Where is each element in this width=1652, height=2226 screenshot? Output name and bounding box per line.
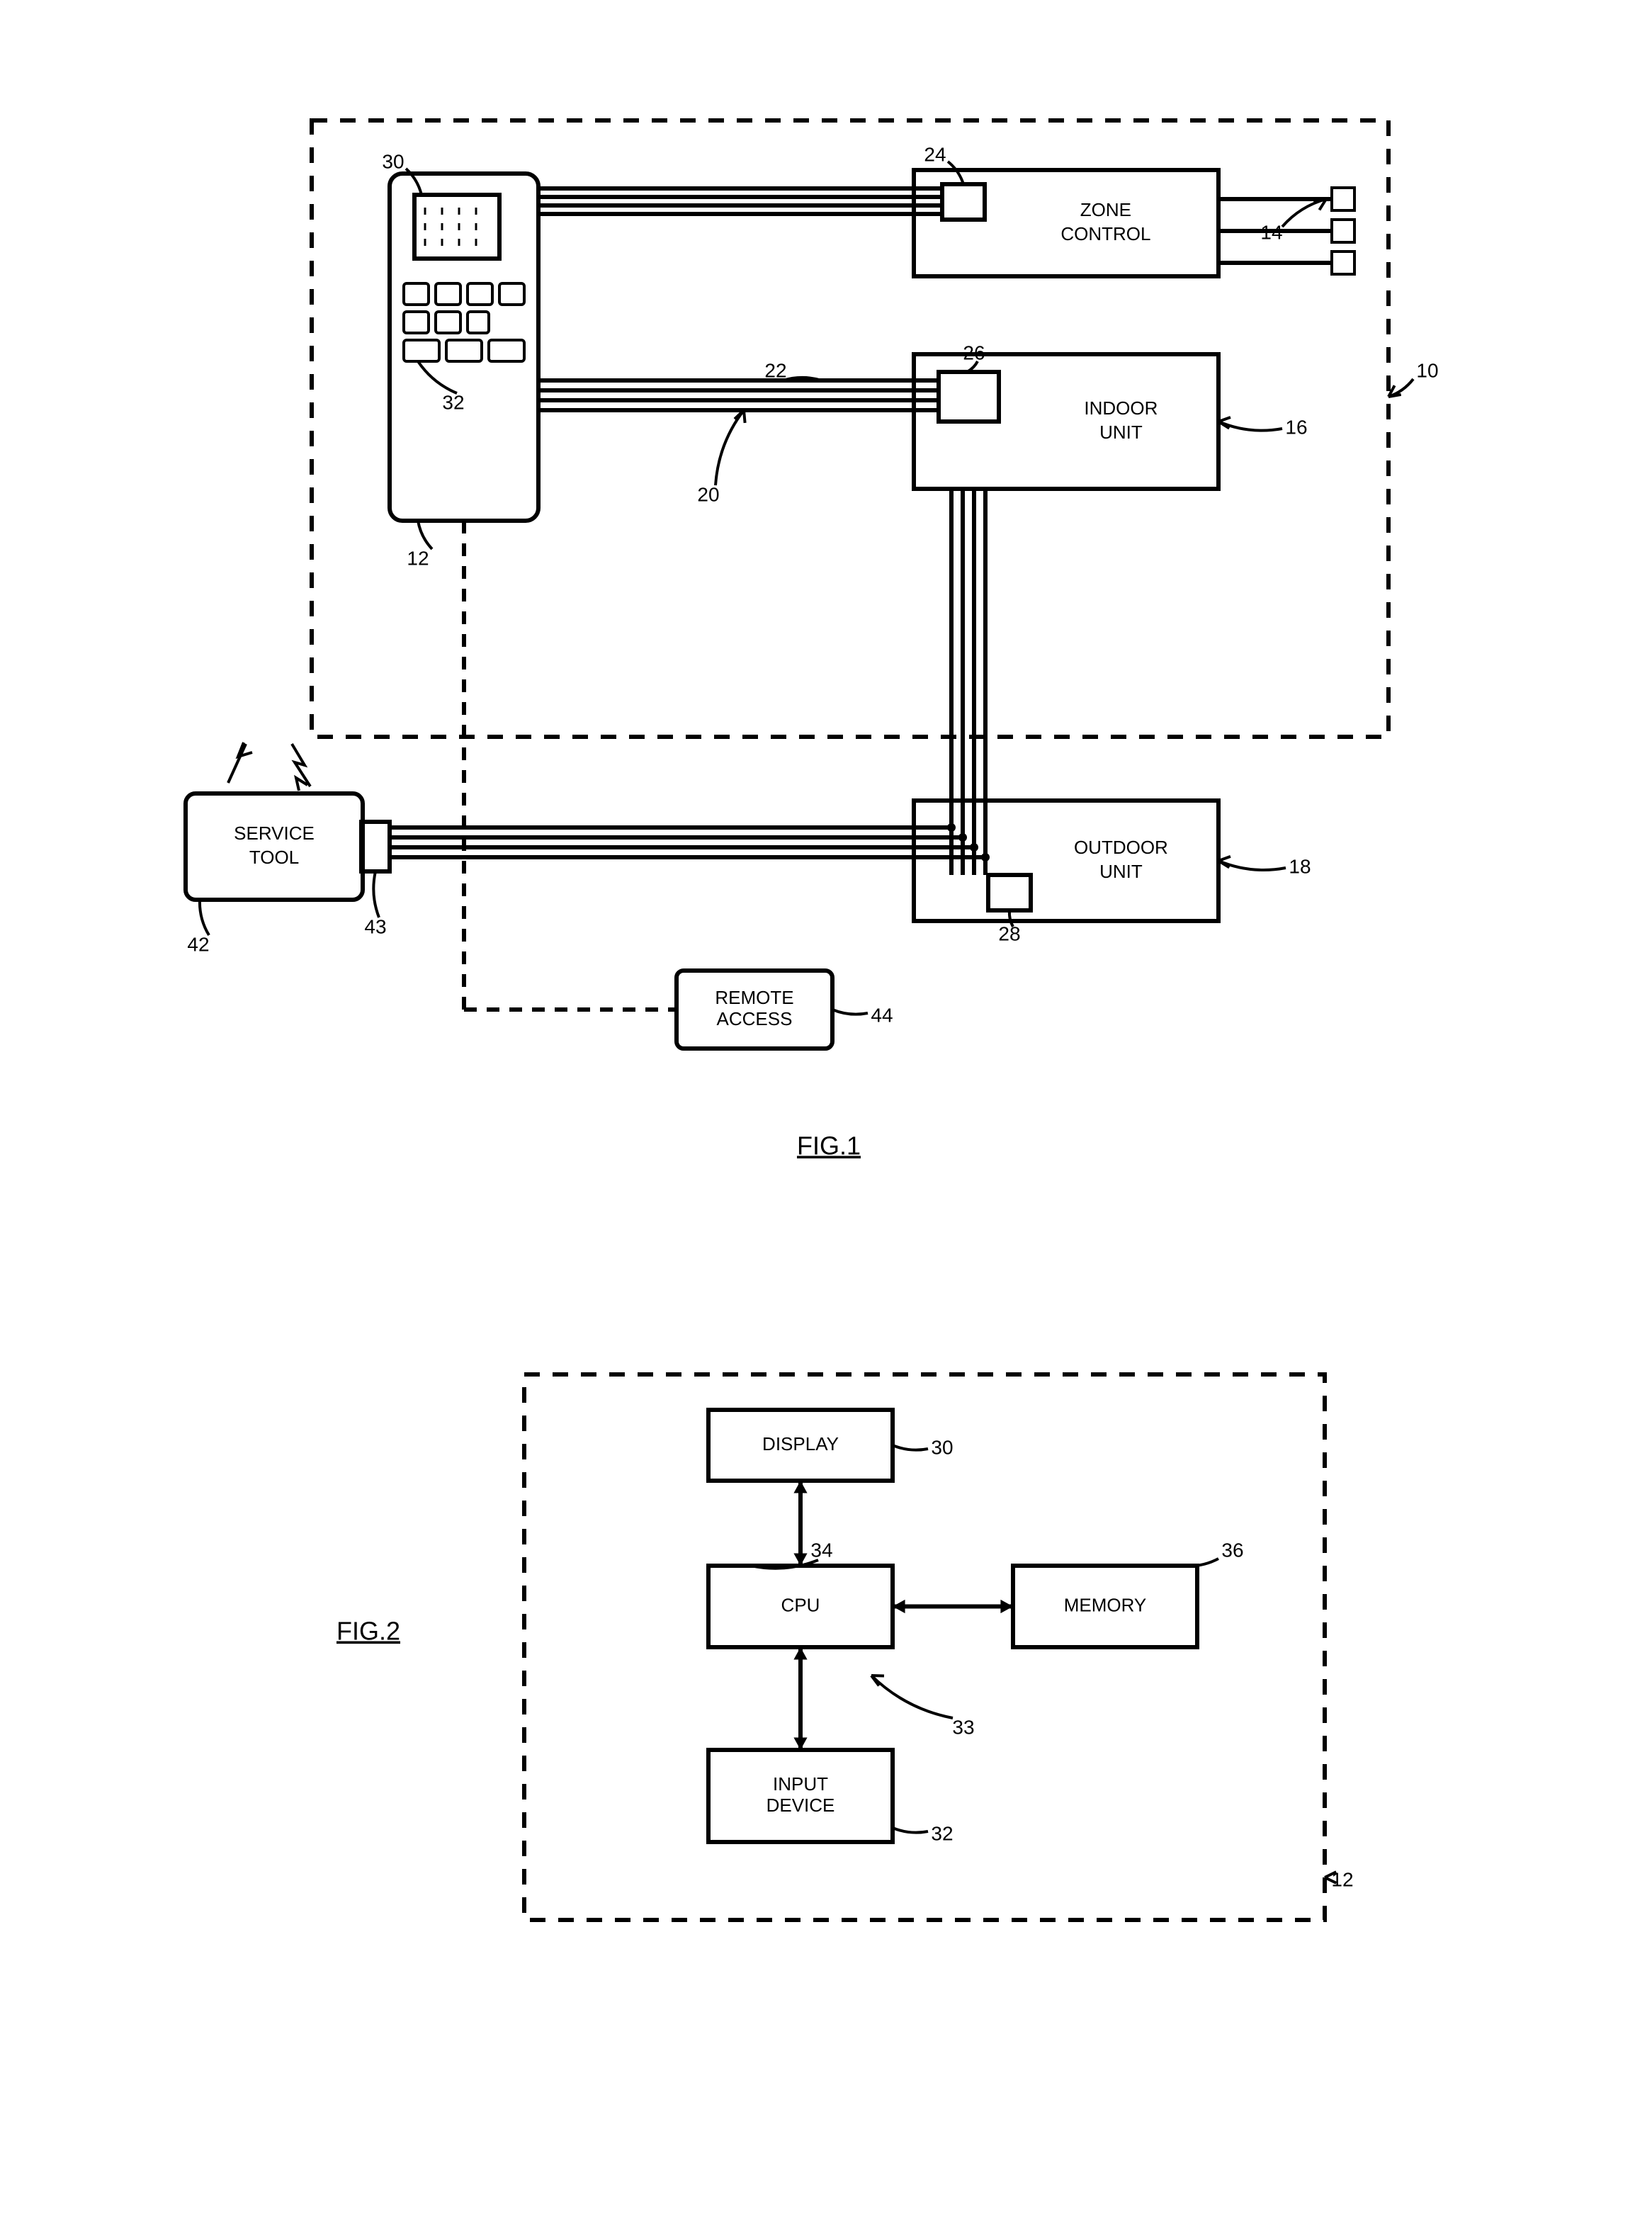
ref-30: 30 (382, 150, 404, 172)
thermostat-key (404, 283, 429, 305)
service-tool-label: SERVICETOOL (234, 823, 315, 868)
thermostat-key (489, 340, 524, 361)
ref2-32: 32 (931, 1822, 953, 1844)
outdoor-unit-label: OUTDOORUNIT (1074, 837, 1168, 882)
zone-control-label: ZONECONTROL (1060, 199, 1150, 244)
zone-output-1 (1332, 220, 1354, 242)
ref-16: 16 (1285, 416, 1307, 438)
ref-20: 20 (697, 483, 719, 505)
thermostat-boundary-12 (524, 1374, 1325, 1920)
ref-32: 32 (442, 391, 464, 413)
fig2-title: FIG.2 (336, 1617, 400, 1646)
thermostat-12 (390, 174, 538, 521)
zone-control-port-24 (942, 184, 985, 220)
display-box-label: DISPLAY (762, 1433, 839, 1454)
thermostat-key (404, 312, 429, 333)
outdoor-unit-box (914, 801, 1218, 921)
thermostat-key (468, 283, 492, 305)
ref-18: 18 (1289, 855, 1311, 877)
input-device-box-label: INPUTDEVICE (766, 1773, 835, 1816)
ref-22: 22 (764, 359, 786, 381)
ref-14: 14 (1260, 221, 1282, 243)
ref-42: 42 (187, 933, 209, 955)
ref2-33: 33 (952, 1716, 974, 1738)
ref-28: 28 (998, 922, 1020, 944)
ref-12: 12 (407, 547, 429, 569)
ref-26: 26 (963, 341, 985, 363)
wireless-icon (228, 742, 252, 783)
outdoor-unit-port-28 (988, 875, 1031, 910)
fig1-title: FIG.1 (797, 1131, 861, 1160)
thermostat-key (436, 312, 460, 333)
wireless-icon (292, 744, 310, 791)
indoor-unit-label: INDOORUNIT (1084, 397, 1158, 443)
ref2-36: 36 (1221, 1539, 1243, 1561)
memory-box-label: MEMORY (1064, 1594, 1147, 1615)
cpu-box-label: CPU (781, 1594, 820, 1615)
ref-24: 24 (924, 143, 946, 165)
thermostat-key (446, 340, 482, 361)
ref-44: 44 (871, 1004, 893, 1026)
ref-43: 43 (364, 915, 386, 937)
thermostat-key (468, 312, 489, 333)
zone-output-2 (1332, 252, 1354, 274)
service-tool-connector-43 (361, 822, 390, 871)
thermostat-key (499, 283, 524, 305)
zone-output-0 (1332, 188, 1354, 210)
ref-10: 10 (1416, 359, 1438, 381)
remote-access-label: REMOTEACCESS (715, 987, 793, 1029)
ref2-30: 30 (931, 1436, 953, 1458)
indoor-unit-port-26 (939, 372, 999, 422)
ref2-34: 34 (810, 1539, 832, 1561)
thermostat-key (404, 340, 439, 361)
thermostat-display-30 (414, 195, 499, 259)
thermostat-key (436, 283, 460, 305)
